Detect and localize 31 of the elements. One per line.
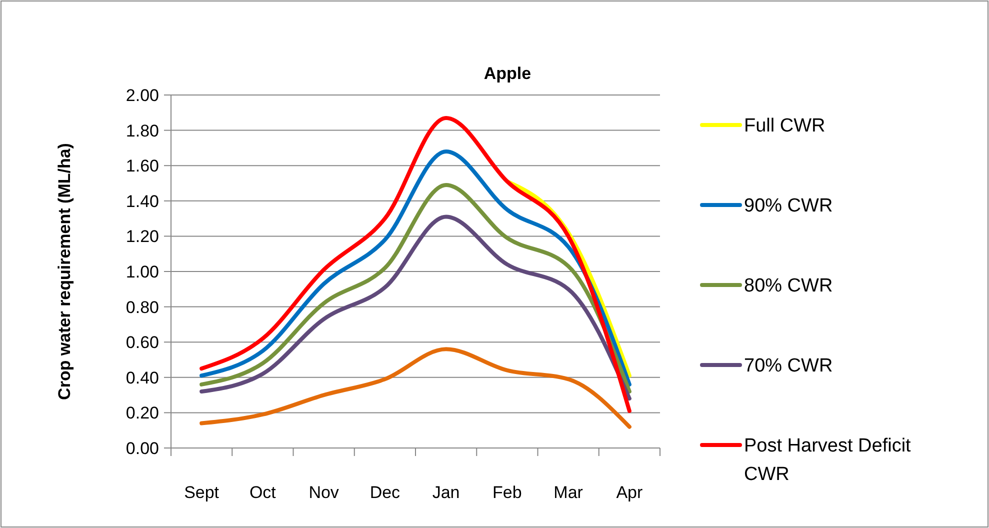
legend-label: Post Harvest Deficit CWR xyxy=(744,436,912,486)
x-tick-label: Apr xyxy=(616,483,643,502)
line-series xyxy=(200,214,632,401)
chart-title: Apple xyxy=(484,64,532,83)
x-tick-label: Mar xyxy=(554,483,584,502)
y-tick-label: 0.60 xyxy=(126,333,159,352)
y-tick-label: 0.00 xyxy=(126,438,159,458)
y-axis-title: Crop water requirement (ML/ha) xyxy=(55,143,74,400)
line-series xyxy=(200,347,632,429)
y-tick-label: 0.80 xyxy=(126,298,159,317)
x-tick-label: Dec xyxy=(370,483,401,502)
legend-label: 90% CWR xyxy=(744,196,833,217)
y-tick-label: 1.20 xyxy=(126,227,159,246)
line-series xyxy=(200,149,632,386)
x-tick-label: Sept xyxy=(184,483,220,502)
line-series xyxy=(200,116,632,413)
y-tick-label: 1.80 xyxy=(126,121,159,140)
legend-label: 80% CWR xyxy=(744,276,833,297)
x-tick-label: Nov xyxy=(308,483,340,502)
legend-label: 70% CWR xyxy=(744,356,833,377)
y-tick-label: 2.00 xyxy=(126,86,159,105)
x-tick-label: Oct xyxy=(249,483,276,502)
y-tick-label: 0.40 xyxy=(126,368,159,388)
y-tick-label: 1.60 xyxy=(126,156,159,176)
y-tick-label: 0.20 xyxy=(126,404,159,423)
x-tick-label: Jan xyxy=(432,483,460,502)
x-tick-label: Feb xyxy=(492,483,522,502)
y-tick-label: 1.40 xyxy=(126,192,159,211)
line-series xyxy=(200,183,632,394)
legend-label: Full CWR xyxy=(744,116,826,137)
y-tick-label: 1.00 xyxy=(126,262,159,282)
